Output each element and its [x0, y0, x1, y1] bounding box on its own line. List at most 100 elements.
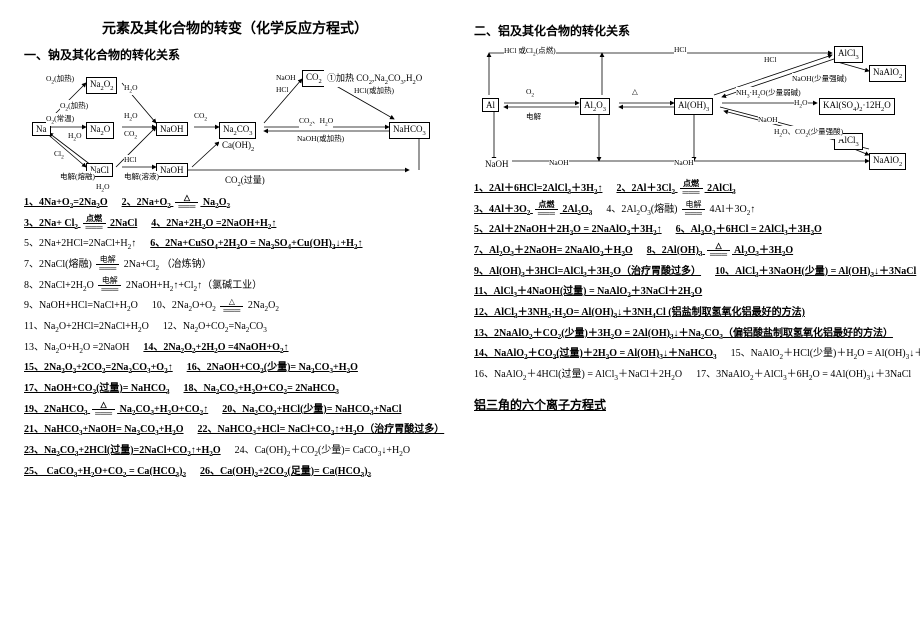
equation: 23、Na2CO3+2HCl(过量)=2NaCl+CO2↑+H2O	[24, 441, 221, 462]
edge-label-12: NaOH	[674, 158, 694, 167]
sodium-equations: 1、4Na+O2=2Na2O 2、2Na+O2 △═══ Na2O23、2Na+ …	[24, 193, 446, 482]
eq-row: 8、2NaCl+2H2O 电解═══ 2NaOH+H2↑+Cl2↑（氯碱工业）	[24, 276, 446, 297]
eq-row: 12、AlCl3＋3NH3·H2O= Al(OH)3↓＋3NH4Cl (铝盐制取…	[474, 303, 896, 324]
eq-row: 5、2Na+2HCl=2NaCl+H2↑ 6、2Na+CuSO4+2H2O = N…	[24, 234, 446, 255]
edge-label-12: NaOH(或加热)	[297, 133, 344, 144]
edge-label-3: NaOH(少量强碱)	[792, 73, 847, 84]
eq-row: 3、4Al＋3O2 点燃═══ 2Al2O3 4、2Al2O3(熔融) 电解═══…	[474, 200, 896, 221]
node-KAl: KAl(SO4)2·12H2O	[819, 98, 895, 115]
eq-row: 13、Na2O+H2O =2NaOH 14、2Na2O2+2H2O =4NaOH+…	[24, 338, 446, 359]
node-Al: Al	[482, 98, 499, 112]
equation: 7、2NaCl(熔融) 电解═══ 2Na+Cl2 （冶炼钠）	[24, 255, 212, 276]
edge-label-6: NH3·H2O(少量弱碱)	[736, 87, 801, 100]
edge-label-5: △	[632, 87, 638, 96]
eq-row: 7、Al2O3＋2NaOH= 2NaAlO2＋H2O 8、2Al(OH)3 △══…	[474, 241, 896, 262]
eq-row: 14、NaAlO2＋CO2(过量)＋2H2O = Al(OH)3↓＋NaHCO3…	[474, 344, 896, 365]
eq-row: 21、NaHCO3+NaOH= Na2CO3+H2O 22、NaHCO3+HCl=…	[24, 420, 446, 441]
aluminium-equations: 1、2Al＋6HCl=2AlCl3＋3H2↑ 2、2Al＋3Cl2 点燃═══ 2…	[474, 179, 896, 386]
edge-label-17: H2O	[96, 182, 110, 194]
equation: 11、AlCl3＋4NaOH(过量) = NaAlO2＋3NaCl＋2H2O	[474, 282, 702, 303]
node-NaAlO2t: NaAlO2	[869, 65, 906, 82]
edge-label-10: HCl(或加热)	[354, 85, 394, 96]
edge-label-14: HCl	[124, 155, 137, 164]
equation: 1、4Na+O2=2Na2O	[24, 193, 108, 214]
equation: 5、2Na+2HCl=2NaCl+H2↑	[24, 234, 136, 255]
edge-label-0: HCl 或Cl2(点燃)	[504, 45, 556, 58]
equation: 14、2Na2O2+2H2O =4NaOH+O2↑	[143, 338, 288, 359]
equation: 4、2Al2O3(熔融) 电解═══ 4Al＋3O2↑	[606, 200, 755, 221]
eq-row: 1、4Na+O2=2Na2O 2、2Na+O2 △═══ Na2O2	[24, 193, 446, 214]
node-NaOH: NaOH	[156, 122, 188, 136]
equation: 3、2Na+ Cl2 点燃═══ 2NaCl	[24, 214, 137, 235]
equation: 9、Al(OH)3＋3HCl=AlCl3＋3H2O（治疗胃酸过多）	[474, 262, 701, 283]
equation: 25、 CaCO3+H2O+CO2 = Ca(HCO3)2	[24, 462, 186, 483]
edge-label-8: NaOH	[276, 73, 296, 82]
eq-row: 19、2NaHCO3 △═══ Na2CO3+H2O+CO2↑ 20、Na2CO3…	[24, 400, 446, 421]
eq-row: 13、2NaAlO2＋CO2(少量)＋3H2O = 2Al(OH)3↓＋Na2C…	[474, 324, 896, 345]
node-NaOHb: NaOH	[482, 158, 512, 170]
equation: 15、2Na2O2+2CO2=2Na2CO3+O2↑	[24, 358, 173, 379]
eq-row: 17、NaOH+CO2(过量)= NaHCO318、Na2CO3+H2O+CO2…	[24, 379, 446, 400]
equation: 11、Na2O+2HCl=2NaCl+H2O	[24, 317, 149, 338]
aluminium-diagram: AlAl2O3Al(OH)3AlCl3NaAlO2KAl(SO4)2·12H2O…	[474, 43, 894, 173]
node-CO2: CO2	[302, 70, 326, 87]
equation: 24、Ca(OH)2＋CO2(少量)= CaCO3↓+H2O	[235, 441, 410, 462]
equation: 17、3NaAlO2＋AlCl3＋6H2O = 4Al(OH)3↓＋3NaCl	[696, 365, 911, 386]
right-column: 二、铝及其化合物的转化关系 AlAl2O3Al(OH)3AlCl3NaAlO2K…	[474, 18, 896, 482]
node-NaOH2: NaOH	[156, 163, 188, 177]
edge-label-8: 电解	[526, 111, 541, 122]
node-Na2O2: Na2O2	[86, 77, 117, 94]
page-root: 元素及其化合物的转变（化学反应方程式） 一、钠及其化合物的转化关系 NaNa2O…	[24, 18, 896, 482]
equation: 2、2Al＋3Cl2 点燃═══ 2AlCl3	[616, 179, 735, 200]
equation: 12、AlCl3＋3NH3·H2O= Al(OH)3↓＋3NH4Cl (铝盐制取…	[474, 303, 805, 324]
equation: 6、Al2O3＋6HCl = 2AlCl3＋3H2O	[676, 220, 822, 241]
eq-row: 11、AlCl3＋4NaOH(过量) = NaAlO2＋3NaCl＋2H2O	[474, 282, 896, 303]
edge-label-7: CO2	[194, 111, 207, 123]
ion-subsection: 铝三角的六个离子方程式	[474, 396, 896, 413]
equation: 4、2Na+2H2O =2NaOH+H2↑	[151, 214, 276, 235]
sodium-diagram: NaNa2O2Na2ONaClNaOHNaOHNa2CO3Ca(OH)2NaHC…	[24, 67, 444, 187]
eq-row: 25、 CaCO3+H2O+CO2 = Ca(HCO3)226、Ca(OH)2+…	[24, 462, 446, 483]
equation: 2、2Na+O2 △═══ Na2O2	[122, 193, 231, 214]
equation: 13、2NaAlO2＋CO2(少量)＋3H2O = 2Al(OH)3↓＋Na2C…	[474, 324, 893, 345]
equation: 1、2Al＋6HCl=2AlCl3＋3H2↑	[474, 179, 602, 200]
node-CaOH2b: Ca(OH)2	[219, 139, 257, 154]
equation: 17、NaOH+CO2(过量)= NaHCO3	[24, 379, 170, 400]
node-NaAlO2b: NaAlO2	[869, 153, 906, 170]
equation: 20、Na2CO3+HCl(少量)= NaHCO3+NaCl	[222, 400, 401, 421]
node-AlOH3: Al(OH)3	[674, 98, 713, 115]
equation: 3、4Al＋3O2 点燃═══ 2Al2O3	[474, 200, 592, 221]
edge-label-7: H2O	[794, 98, 808, 110]
equation: 14、NaAlO2＋CO2(过量)＋2H2O = Al(OH)3↓＋NaHCO3	[474, 344, 717, 365]
equation: 6、2Na+CuSO4+2H2O = Na2SO4+Cu(OH)2↓+H2↑	[150, 234, 362, 255]
edge-label-9: HCl	[276, 85, 289, 94]
equation: 12、Na2O+CO2=Na2CO3	[163, 317, 267, 338]
edge-label-16: 电解(溶液)	[124, 171, 159, 182]
node-CO2b: CO2(过量)	[222, 172, 268, 189]
eq-row: 3、2Na+ Cl2 点燃═══ 2NaCl 4、2Na+2H2O =2NaOH+…	[24, 214, 446, 235]
edge-label-4: O2	[526, 87, 534, 99]
equation: 7、Al2O3＋2NaOH= 2NaAlO2＋H2O	[474, 241, 633, 262]
equation: 22、NaHCO3+HCl= NaCl+CO2↑+H2O（治疗胃酸过多）	[198, 420, 445, 441]
left-column: 元素及其化合物的转变（化学反应方程式） 一、钠及其化合物的转化关系 NaNa2O…	[24, 18, 446, 482]
edge-label-5: H2O	[124, 111, 138, 123]
edge-label-15: 电解(熔融)	[60, 171, 95, 182]
left-heading: 一、钠及其化合物的转化关系	[24, 46, 446, 63]
eq-row: 5、2Al＋2NaOH＋2H2O = 2NaAlO2＋3H2↑6、Al2O3＋6…	[474, 220, 896, 241]
equation: 16、NaAlO2＋4HCl(过量) = AlCl3＋NaCl＋2H2O	[474, 365, 682, 386]
edge-label-2: HCl	[764, 55, 777, 64]
equation: 19、2NaHCO3 △═══ Na2CO3+H2O+CO2↑	[24, 400, 208, 421]
edge-label-13: Cl2	[54, 149, 64, 161]
equation: 9、NaOH+HCl=NaCl+H2O	[24, 296, 138, 317]
equation: 13、Na2O+H2O =2NaOH	[24, 338, 129, 359]
node-AlCl3t: AlCl3	[834, 46, 863, 63]
edge-label-6: CO2	[124, 129, 137, 141]
equation: 8、2NaCl+2H2O 电解═══ 2NaOH+H2↑+Cl2↑（氯碱工业）	[24, 276, 262, 297]
equation: 8、2Al(OH)3 △═══ Al2O3＋3H2O	[647, 241, 793, 262]
equation: 10、2Na2O+O2 △═══ 2Na2O2	[152, 296, 279, 317]
equation: 21、NaHCO3+NaOH= Na2CO3+H2O	[24, 420, 184, 441]
edge-label-1: O2(加热)	[60, 100, 88, 113]
node-NaHCO3: NaHCO3	[389, 122, 430, 139]
node-CaOH2: Na2CO3	[219, 122, 256, 139]
node-Al2O3: Al2O3	[580, 98, 610, 115]
